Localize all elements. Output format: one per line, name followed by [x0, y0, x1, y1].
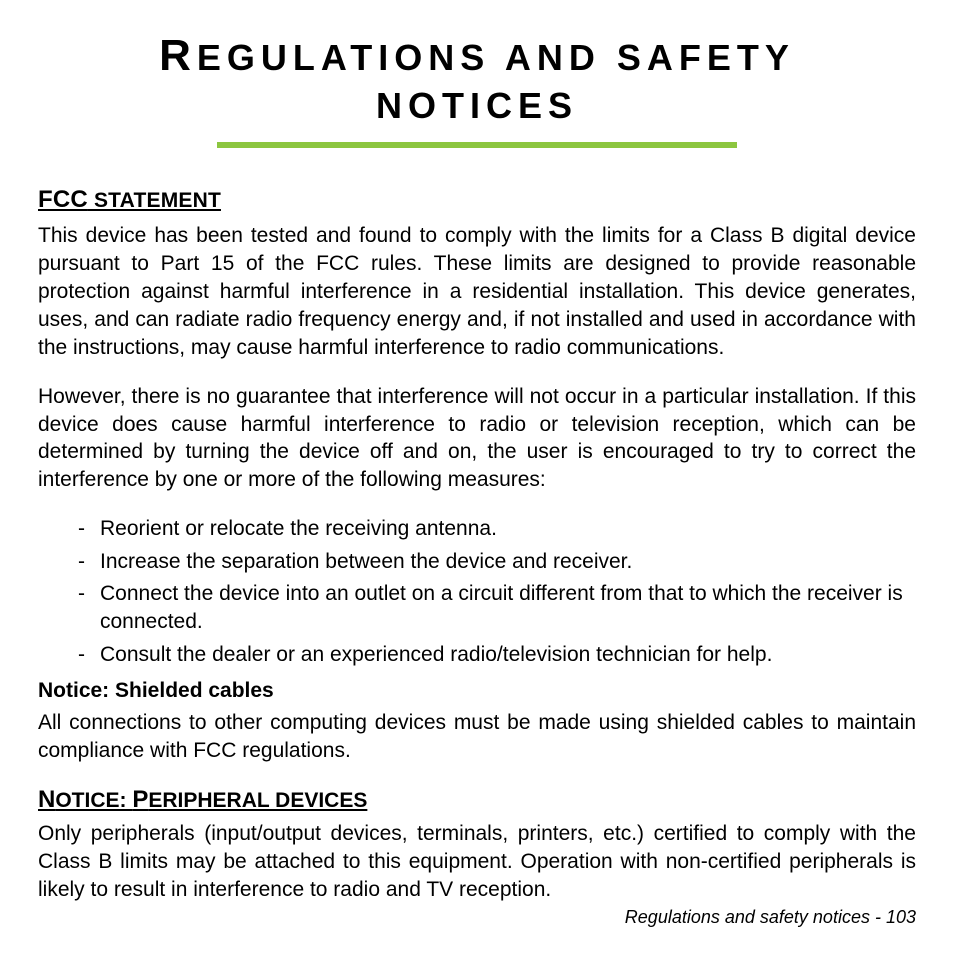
footer-page-number: 103: [881, 907, 916, 927]
fcc-heading-rest: STATEMENT: [88, 189, 221, 212]
list-item: Increase the separation between the devi…: [78, 548, 916, 576]
peripheral-devices-heading: NOTICE: PERIPHERAL DEVICES: [38, 786, 916, 814]
title-underline-rule: [217, 142, 737, 148]
shielded-cables-heading: Notice: Shielded cables: [38, 679, 916, 703]
page-footer: Regulations and safety notices - 103: [625, 907, 916, 928]
list-item: Connect the device into an outlet on a c…: [78, 580, 916, 637]
page-title: REGULATIONS AND SAFETY NOTICES: [38, 28, 916, 128]
measures-list: Reorient or relocate the receiving anten…: [38, 515, 916, 669]
page-title-block: REGULATIONS AND SAFETY NOTICES: [38, 28, 916, 148]
peripheral-heading-rest2: ERIPHERAL DEVICES: [148, 789, 367, 812]
list-item: Consult the dealer or an experienced rad…: [78, 641, 916, 669]
title-line2: NOTICES: [376, 85, 578, 126]
fcc-heading-lead: FCC: [38, 186, 88, 213]
fcc-statement-heading: FCC STATEMENT: [38, 186, 916, 214]
shielded-cables-paragraph: All connections to other computing devic…: [38, 709, 916, 765]
peripheral-heading-lead1: N: [38, 786, 55, 813]
fcc-paragraph-1: This device has been tested and found to…: [38, 222, 916, 362]
title-line1-rest: EGULATIONS AND SAFETY: [197, 37, 795, 78]
peripheral-heading-lead2: P: [132, 786, 148, 813]
document-page: REGULATIONS AND SAFETY NOTICES FCC STATE…: [0, 0, 954, 954]
peripheral-devices-paragraph: Only peripherals (input/output devices, …: [38, 820, 916, 904]
footer-label: Regulations and safety notices -: [625, 907, 881, 927]
title-first-letter: R: [159, 31, 197, 80]
fcc-paragraph-2: However, there is no guarantee that inte…: [38, 383, 916, 495]
peripheral-heading-rest1: OTICE:: [55, 789, 132, 812]
list-item: Reorient or relocate the receiving anten…: [78, 515, 916, 543]
